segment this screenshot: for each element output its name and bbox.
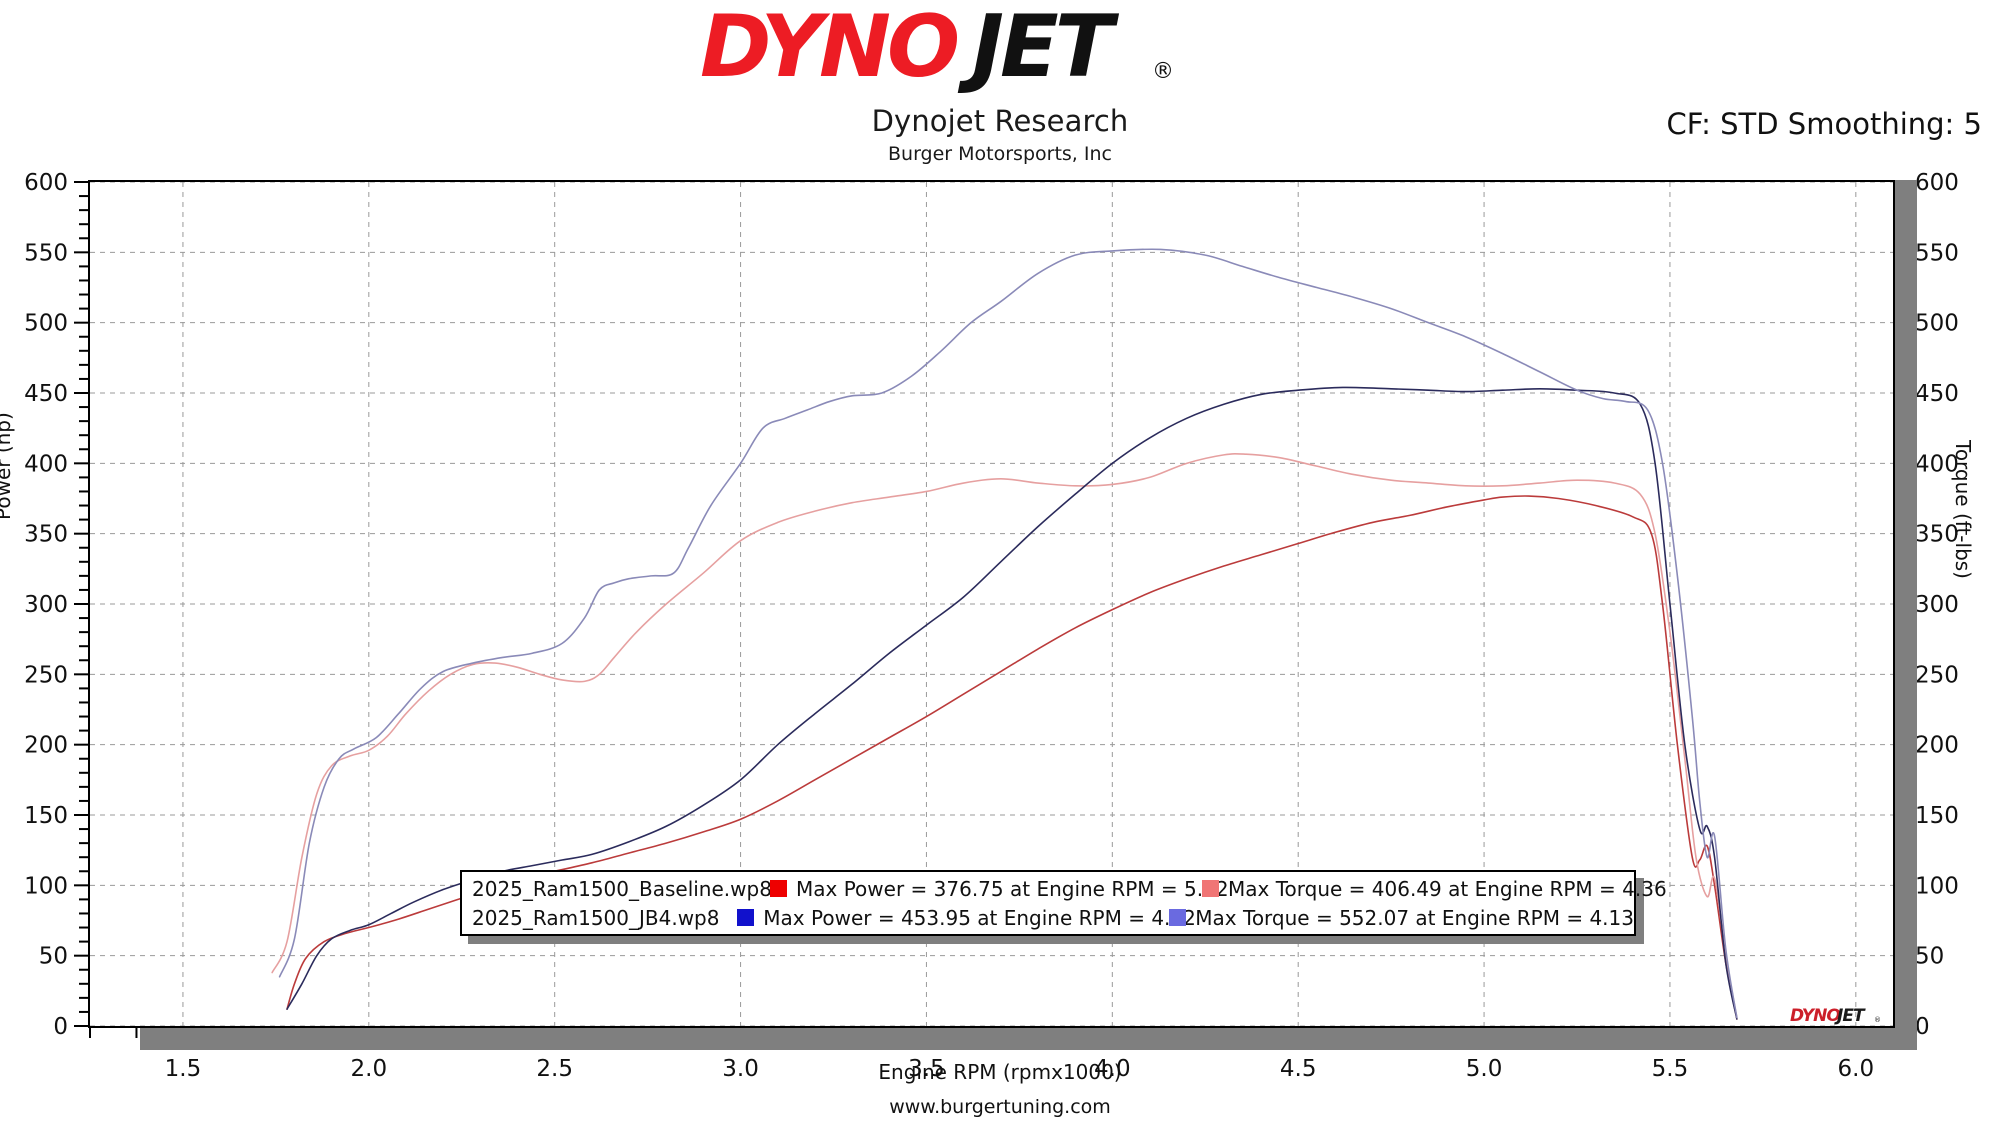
y-tick-label: 500 bbox=[1915, 311, 1959, 337]
svg-text:®: ® bbox=[1874, 1016, 1881, 1024]
y-tick-label: 600 bbox=[24, 170, 68, 196]
y-axis-right-label: Torque (ft-lbs) bbox=[1951, 440, 1975, 579]
y-tick-label: 450 bbox=[1915, 381, 1959, 407]
y-tick-label: 150 bbox=[1915, 803, 1959, 829]
svg-text:JET: JET bbox=[1834, 1006, 1866, 1026]
legend-max-torque-text: Max Torque = 406.49 at Engine RPM = 4.36 bbox=[1228, 876, 1667, 901]
y-tick-label: 600 bbox=[1915, 170, 1959, 196]
legend-max-torque-entry: Max Torque = 552.07 at Engine RPM = 4.13 bbox=[1169, 906, 1634, 930]
legend-file-name: 2025_Ram1500_JB4.wp8 bbox=[472, 905, 720, 930]
y-tick-label: 200 bbox=[24, 733, 68, 759]
legend-row: 2025_Ram1500_Baseline.wp8 Max Power = 376… bbox=[472, 874, 1667, 903]
legend-max-power-text: Max Power = 453.95 at Engine RPM = 4.62 bbox=[763, 905, 1196, 930]
page-title: Dynojet Research bbox=[871, 104, 1129, 138]
y-tick-label: 100 bbox=[1915, 873, 1959, 899]
x-axis-label: Engine RPM (rpmx1000) bbox=[878, 1060, 1122, 1084]
legend-max-power-entry: Max Power = 453.95 at Engine RPM = 4.62 bbox=[737, 906, 1196, 930]
data-series-line bbox=[271, 453, 1738, 1019]
legend-power-swatch-icon bbox=[770, 880, 787, 897]
legend-max-power-text: Max Power = 376.75 at Engine RPM = 5.12 bbox=[796, 876, 1229, 901]
y-tick-label: 0 bbox=[53, 1014, 68, 1040]
legend: 2025_Ram1500_Baseline.wp8 Max Power = 376… bbox=[460, 870, 1667, 936]
legend-max-torque-text: Max Torque = 552.07 at Engine RPM = 4.13 bbox=[1195, 905, 1634, 930]
y-tick-label: 550 bbox=[24, 240, 68, 266]
y-tick-label: 100 bbox=[24, 873, 68, 899]
logo-text-dyno: DYNO bbox=[700, 2, 957, 94]
logo-registered-mark: ® bbox=[1152, 59, 1174, 84]
y-tick-label: 150 bbox=[24, 803, 68, 829]
y-tick-label: 50 bbox=[39, 944, 68, 970]
y-tick-label: 50 bbox=[1915, 944, 1944, 970]
y-tick-label: 250 bbox=[24, 662, 68, 688]
data-series-line bbox=[286, 386, 1738, 1020]
dynojet-watermark: DYNO JET ® bbox=[1790, 1006, 1894, 1026]
legend-file-name: 2025_Ram1500_Baseline.wp8 bbox=[472, 876, 772, 901]
legend-row: 2025_Ram1500_JB4.wp8 Max Power = 453.95 a… bbox=[472, 903, 1634, 932]
axis-shadow-bottom bbox=[140, 1028, 1895, 1050]
logo-text-jet: JET bbox=[957, 2, 1120, 94]
y-tick-label: 400 bbox=[24, 451, 68, 477]
y-tick-label: 300 bbox=[1915, 592, 1959, 618]
legend-max-power-entry: Max Power = 376.75 at Engine RPM = 5.12 bbox=[770, 877, 1229, 901]
legend-torque-swatch-icon bbox=[1169, 909, 1187, 926]
cf-smoothing-note: CF: STD Smoothing: 5 bbox=[1666, 107, 1982, 141]
y-tick-label: 200 bbox=[1915, 733, 1959, 759]
y-axis-left-label: Power (hp) bbox=[0, 412, 15, 520]
y-tick-label: 250 bbox=[1915, 662, 1959, 688]
data-series-line bbox=[278, 248, 1738, 1019]
legend-torque-swatch-icon bbox=[1202, 880, 1219, 897]
legend-max-torque-entry: Max Torque = 406.49 at Engine RPM = 4.36 bbox=[1202, 877, 1667, 901]
legend-power-swatch-icon bbox=[737, 909, 755, 926]
y-tick-label: 500 bbox=[24, 311, 68, 337]
y-tick-label: 0 bbox=[1915, 1014, 1930, 1040]
y-tick-label: 350 bbox=[24, 522, 68, 548]
y-tick-label: 300 bbox=[24, 592, 68, 618]
footer-url: www.burgertuning.com bbox=[889, 1096, 1111, 1118]
y-tick-label: 450 bbox=[24, 381, 68, 407]
axis-shadow-right bbox=[1895, 180, 1917, 1050]
y-tick-label: 550 bbox=[1915, 240, 1959, 266]
dynojet-logo: DYNO JET ® bbox=[700, 0, 1300, 97]
page-subtitle: Burger Motorsports, Inc bbox=[888, 143, 1112, 165]
svg-text:DYNO: DYNO bbox=[1790, 1006, 1840, 1026]
